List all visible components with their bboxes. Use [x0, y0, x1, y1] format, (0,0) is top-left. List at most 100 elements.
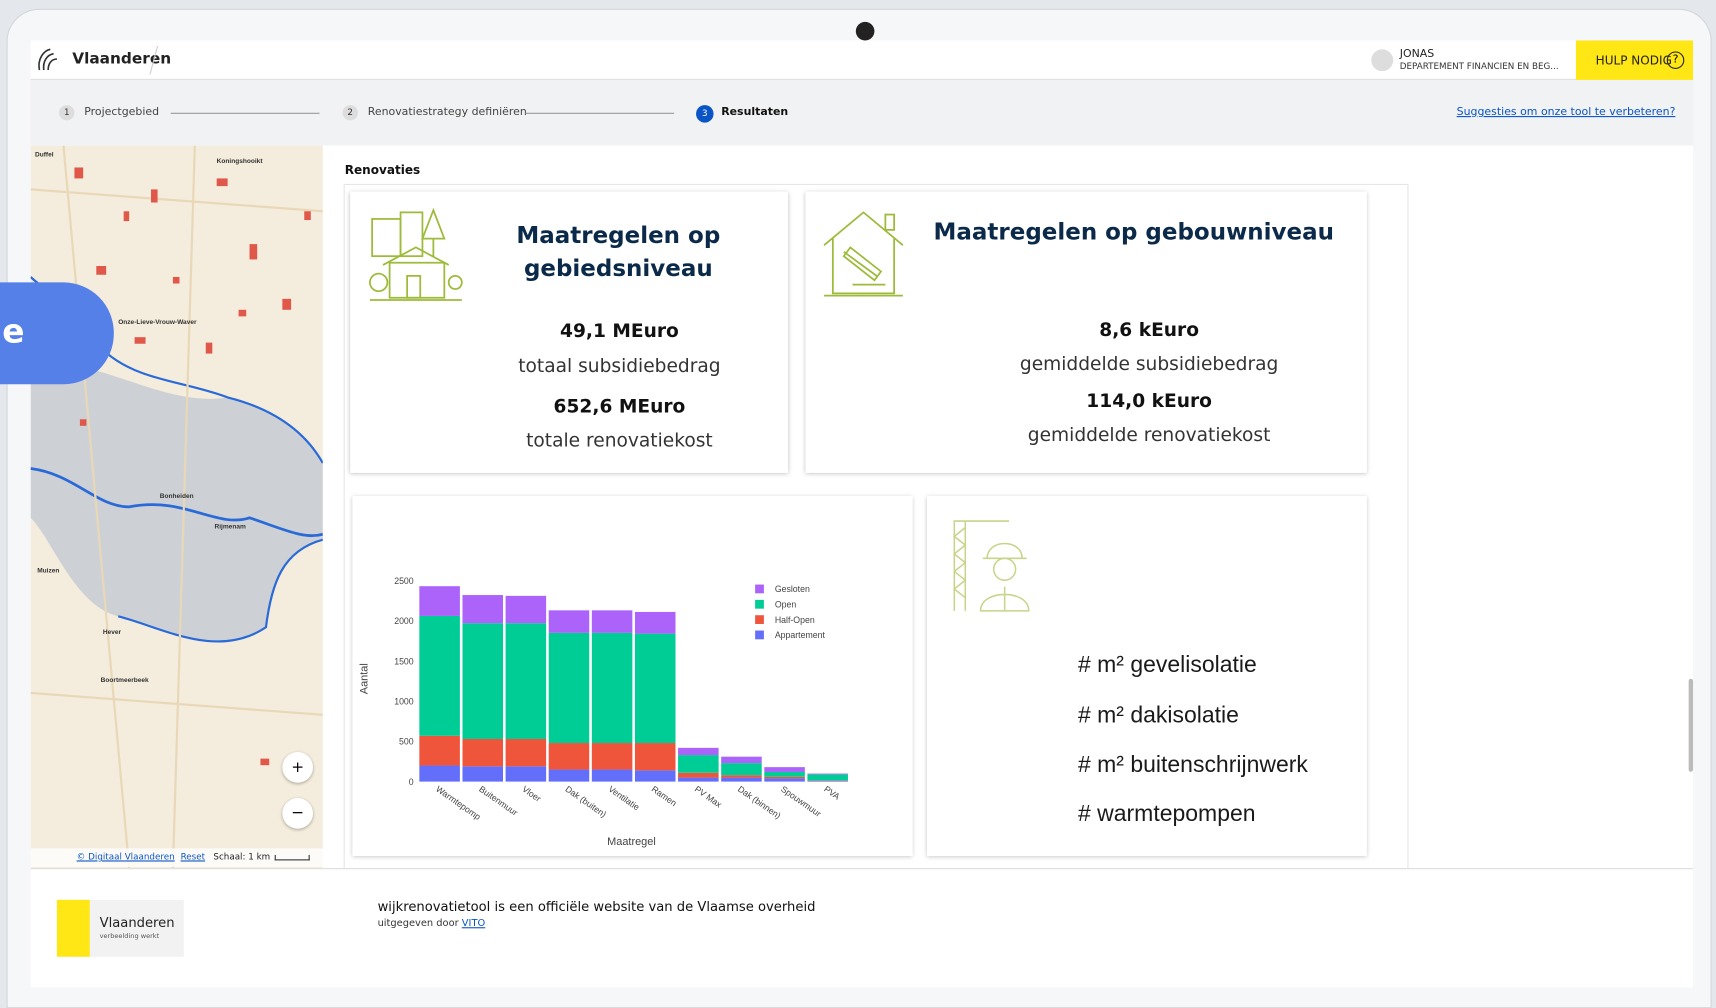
chart: Aantal Maatregel 05001000150020002500War…	[352, 496, 912, 856]
bar-segment	[721, 778, 762, 782]
legend-swatch	[755, 600, 764, 609]
user-org[interactable]: DEPARTEMENT FINANCIEN EN BEG...	[1400, 61, 1559, 71]
bar-segment	[764, 767, 805, 772]
x-axis-label: Maatregel	[607, 836, 656, 848]
x-tick-label: Warmtepomp	[434, 784, 483, 822]
bar-segment	[635, 770, 676, 781]
legend-label: Half-Open	[775, 615, 815, 625]
published-by: uitgegeven door	[378, 918, 459, 929]
user-name[interactable]: JONAS	[1400, 48, 1434, 60]
step-label-active[interactable]: Resultaten	[721, 106, 788, 118]
bar-segment	[506, 623, 547, 739]
y-axis-label: Aantal	[359, 663, 371, 694]
place-label: Onze-Lieve-Vrouw-Waver	[118, 319, 197, 326]
card-title: Maatregelen op gebiedsniveau	[482, 219, 756, 285]
measure-item: # m² buitenschrijnwerk	[1078, 752, 1308, 778]
x-tick-label: Dak (binnen)	[736, 784, 783, 821]
bar-segment	[764, 772, 805, 777]
bar-segment	[549, 743, 590, 770]
bar-segment	[419, 766, 460, 782]
stat-label: totaal subsidiebedrag	[460, 356, 780, 378]
camera	[856, 22, 875, 41]
y-tick-label: 2000	[394, 616, 414, 626]
attribution[interactable]: © Digitaal Vlaanderen	[77, 852, 175, 862]
feedback-link[interactable]: Suggesties om onze tool te verbeteren?	[1457, 106, 1676, 118]
bar-segment	[678, 773, 719, 778]
bar-segment	[678, 755, 719, 773]
card-title: Maatregelen op gebouwniveau	[934, 219, 1334, 245]
legend-swatch	[755, 631, 764, 640]
step-circle-active: 3	[696, 105, 714, 123]
header	[31, 41, 1693, 80]
bar-segment	[549, 633, 590, 743]
bar-segment	[462, 623, 503, 739]
x-tick-label: PV Max	[693, 784, 724, 810]
place-label: Boortmeerbeek	[101, 677, 149, 684]
stat-value: 652,6 MEuro	[460, 396, 780, 418]
bar-segment	[721, 757, 762, 763]
stat-label: totale renovatiekost	[460, 430, 780, 452]
bar-segment	[678, 748, 719, 755]
zoom-out[interactable]: −	[282, 798, 313, 829]
footer	[31, 868, 1693, 987]
place-label: Rijmenam	[215, 524, 246, 531]
bar-segment	[506, 596, 547, 623]
footer-logo-name: Vlaanderen	[100, 915, 175, 930]
bar-segment	[764, 778, 805, 781]
y-tick-label: 0	[409, 777, 414, 787]
bar-segment	[419, 586, 460, 616]
bar-segment	[549, 770, 590, 782]
y-tick-label: 1500	[394, 656, 414, 666]
scale: Schaal: 1 km	[213, 852, 270, 862]
step-circle: 1	[59, 105, 74, 120]
zoom-in[interactable]: +	[282, 752, 313, 783]
map: Duffel Koningshooikt Onze-Lieve-Vrouw-Wa…	[31, 146, 323, 869]
bar-segment	[721, 775, 762, 777]
publisher-link[interactable]: VITO	[462, 918, 485, 929]
step-line	[525, 113, 674, 114]
bar-segment	[807, 781, 848, 782]
y-tick-label: 2500	[394, 576, 414, 586]
x-tick-label: PVA	[822, 784, 842, 802]
bar-segment	[807, 774, 848, 775]
bar-segment	[635, 612, 676, 634]
help-icon[interactable]: ?	[1667, 51, 1685, 69]
y-tick-label: 500	[399, 737, 414, 747]
bar-segment	[419, 736, 460, 766]
step-label[interactable]: Projectgebied	[84, 106, 159, 118]
stat-label: gemiddelde renovatiekost	[963, 425, 1335, 447]
area-icon	[368, 208, 464, 302]
place-label: Bonheiden	[160, 493, 194, 500]
legend-label: Gesloten	[775, 584, 810, 594]
place-label: Duffel	[35, 152, 54, 159]
place-label: Hever	[103, 629, 122, 636]
stat-value: 114,0 kEuro	[963, 391, 1335, 413]
stat-value: 49,1 MEuro	[460, 321, 780, 343]
bar-segment	[506, 739, 547, 766]
side-tab-text[interactable]: e	[2, 313, 24, 351]
x-tick-label: Vloer	[520, 784, 543, 804]
bar-segment	[721, 763, 762, 775]
bar-segment	[592, 743, 633, 770]
bar-segment	[635, 743, 676, 770]
footer-logo-mark	[57, 900, 90, 957]
scrollbar	[1689, 679, 1693, 772]
reset[interactable]: Reset	[181, 852, 205, 862]
bar-segment	[807, 774, 848, 780]
footer-logo-tagline: verbeelding werkt	[100, 933, 160, 941]
bar-segment	[764, 777, 805, 779]
measure-item: # warmtepompen	[1078, 801, 1256, 827]
bar-segment	[635, 634, 676, 743]
brand[interactable]: Vlaanderen	[72, 50, 171, 68]
lion-logo	[35, 46, 59, 74]
stat-value: 8,6 kEuro	[963, 320, 1335, 342]
bar-segment	[592, 633, 633, 743]
bar-segment	[506, 766, 547, 781]
stat-label: gemiddelde subsidiebedrag	[963, 354, 1335, 376]
x-tick-label: Ramen	[650, 784, 679, 808]
help-button[interactable]: HULP NODIG	[1596, 54, 1672, 68]
bar-segment	[462, 739, 503, 766]
step-label[interactable]: Renovatiestrategy definiëren	[368, 106, 527, 118]
